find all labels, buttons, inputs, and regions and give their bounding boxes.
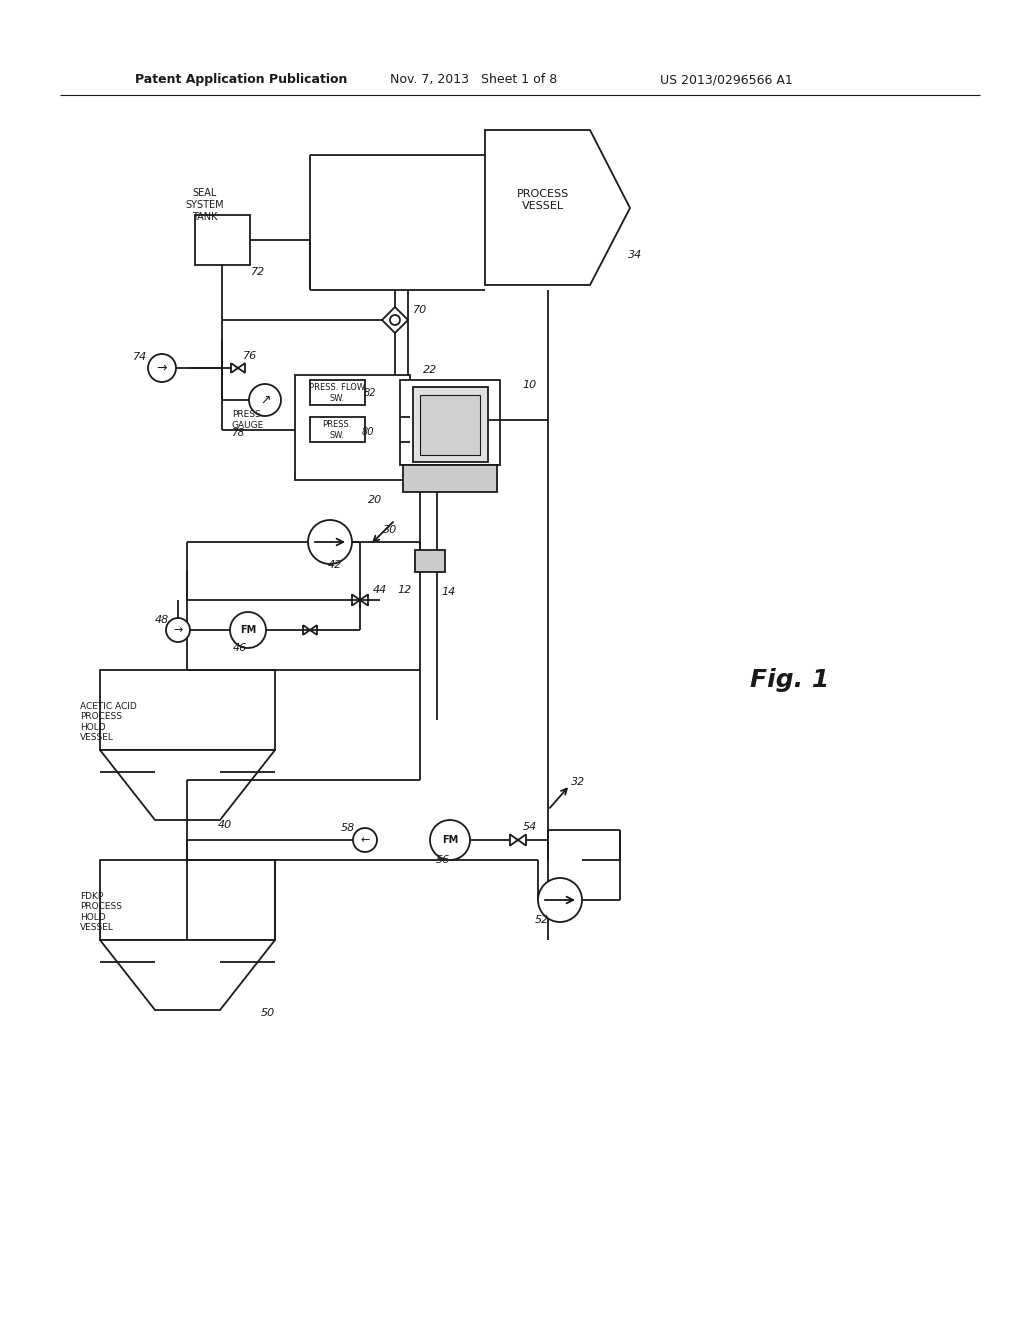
Text: 50: 50 <box>261 1008 275 1018</box>
Text: US 2013/0296566 A1: US 2013/0296566 A1 <box>660 74 793 87</box>
Bar <box>310 417 365 442</box>
Text: 14: 14 <box>442 587 456 597</box>
Text: 80: 80 <box>361 426 374 437</box>
Text: Patent Application Publication: Patent Application Publication <box>135 74 347 87</box>
Bar <box>420 395 480 455</box>
Bar <box>415 550 445 572</box>
Text: PRESS.
SW.: PRESS. SW. <box>323 420 351 440</box>
Text: 76: 76 <box>243 351 257 360</box>
Bar <box>295 375 410 480</box>
Text: 72: 72 <box>251 267 265 277</box>
Text: FM: FM <box>240 624 256 635</box>
Circle shape <box>538 878 582 921</box>
Text: PRESS. FLOW
SW.: PRESS. FLOW SW. <box>309 383 366 403</box>
Bar <box>310 380 365 405</box>
Text: →: → <box>157 362 167 375</box>
Text: 78: 78 <box>231 428 245 438</box>
Circle shape <box>148 354 176 381</box>
Polygon shape <box>382 308 408 333</box>
Text: SEAL
SYSTEM
TANK: SEAL SYSTEM TANK <box>185 189 224 222</box>
Bar <box>100 861 275 940</box>
Text: Nov. 7, 2013   Sheet 1 of 8: Nov. 7, 2013 Sheet 1 of 8 <box>390 74 557 87</box>
Text: ↗: ↗ <box>260 393 270 407</box>
Text: 52: 52 <box>535 915 549 925</box>
Text: 42: 42 <box>328 560 342 570</box>
Circle shape <box>308 520 352 564</box>
Polygon shape <box>100 750 275 820</box>
Text: 34: 34 <box>628 249 642 260</box>
Text: Fig. 1: Fig. 1 <box>751 668 829 692</box>
Text: 70: 70 <box>413 305 427 315</box>
Text: 48: 48 <box>155 615 169 624</box>
Text: ACETIC ACID
PROCESS
HOLD
VESSEL: ACETIC ACID PROCESS HOLD VESSEL <box>80 702 137 742</box>
Circle shape <box>166 618 190 642</box>
Text: 54: 54 <box>523 822 538 832</box>
Text: 22: 22 <box>423 366 437 375</box>
Text: FDKP
PROCESS
HOLD
VESSEL: FDKP PROCESS HOLD VESSEL <box>80 892 122 932</box>
Circle shape <box>353 828 377 851</box>
Text: 32: 32 <box>570 777 585 787</box>
Text: →: → <box>173 624 182 635</box>
Bar <box>195 215 250 265</box>
Text: 30: 30 <box>383 525 397 535</box>
Circle shape <box>430 820 470 861</box>
Text: 20: 20 <box>368 495 382 506</box>
Text: PRESS.
GAUGE: PRESS. GAUGE <box>231 411 264 430</box>
Circle shape <box>390 315 400 325</box>
Text: 58: 58 <box>341 822 355 833</box>
Text: 82: 82 <box>364 388 376 399</box>
Text: PROCESS
VESSEL: PROCESS VESSEL <box>517 189 569 211</box>
Circle shape <box>230 612 266 648</box>
Polygon shape <box>485 129 630 285</box>
Text: 46: 46 <box>232 643 247 653</box>
Bar <box>400 380 500 465</box>
Circle shape <box>249 384 281 416</box>
Text: 44: 44 <box>373 585 387 595</box>
Bar <box>413 387 488 462</box>
Polygon shape <box>100 940 275 1010</box>
Bar <box>100 671 275 750</box>
Text: 40: 40 <box>218 820 232 830</box>
Text: FM: FM <box>442 836 458 845</box>
Bar <box>403 465 497 492</box>
Text: 10: 10 <box>523 380 538 389</box>
Text: 12: 12 <box>398 585 412 595</box>
Text: 74: 74 <box>133 352 147 362</box>
Text: 56: 56 <box>436 855 451 865</box>
Text: ←: ← <box>360 836 370 845</box>
